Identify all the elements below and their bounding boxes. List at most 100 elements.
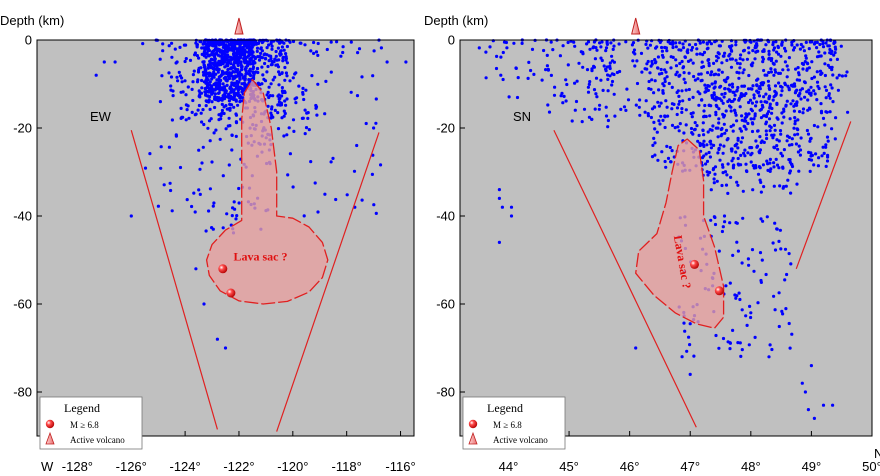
- earthquake-point: [685, 49, 689, 54]
- earthquake-point: [191, 80, 195, 84]
- earthquake-point: [735, 240, 739, 244]
- earthquake-point: [220, 57, 224, 61]
- earthquake-point: [217, 91, 221, 95]
- earthquake-point: [638, 98, 642, 102]
- earthquake-point: [661, 91, 665, 95]
- earthquake-point: [742, 93, 747, 98]
- earthquake-point: [178, 74, 182, 78]
- earthquake-point: [610, 79, 615, 84]
- earthquake-point: [779, 151, 783, 155]
- earthquake-point: [220, 69, 224, 73]
- earthquake-point: [761, 57, 766, 61]
- y-tick-label: 0: [25, 33, 32, 48]
- earthquake-point: [547, 110, 552, 114]
- earthquake-point: [768, 129, 772, 133]
- earthquake-point: [810, 76, 814, 81]
- earthquake-point: [705, 41, 709, 45]
- earthquake-point: [267, 95, 271, 100]
- earthquake-point: [191, 73, 195, 77]
- earthquake-point: [702, 109, 706, 113]
- earthquake-point: [828, 51, 832, 55]
- earthquake-point: [795, 88, 799, 92]
- earthquake-point: [288, 40, 292, 44]
- earthquake-point: [505, 46, 509, 50]
- earthquake-point: [690, 115, 694, 119]
- earthquake-point: [812, 89, 816, 93]
- earthquake-point: [670, 123, 675, 127]
- earthquake-point: [723, 87, 727, 91]
- earthquake-point: [232, 105, 236, 109]
- earthquake-point: [716, 135, 720, 139]
- earthquake-point: [741, 58, 745, 62]
- earthquake-point: [821, 45, 826, 49]
- earthquake-point: [721, 165, 725, 169]
- earthquake-point: [697, 72, 701, 76]
- earthquake-point: [208, 88, 212, 92]
- earthquake-point: [546, 103, 550, 107]
- earthquake-point: [768, 104, 772, 109]
- earthquake-point: [712, 181, 716, 185]
- earthquake-point: [663, 77, 667, 81]
- earthquake-point: [269, 111, 273, 115]
- earthquake-point: [236, 93, 240, 97]
- earthquake-point: [265, 46, 269, 50]
- earthquake-point: [687, 97, 691, 101]
- earthquake-point: [784, 103, 788, 107]
- earthquake-point: [325, 47, 329, 52]
- earthquake-point: [669, 160, 673, 164]
- earthquake-point: [606, 89, 610, 93]
- earthquake-point: [282, 109, 286, 113]
- earthquake-point: [796, 93, 801, 98]
- earthquake-point: [702, 133, 706, 137]
- earthquake-point: [278, 103, 282, 107]
- earthquake-point: [210, 100, 214, 104]
- earthquake-point: [372, 203, 376, 207]
- earthquake-point: [749, 117, 753, 121]
- earthquake-point: [738, 105, 742, 109]
- earthquake-point: [245, 43, 250, 47]
- earthquake-point: [735, 294, 739, 298]
- earthquake-point: [776, 52, 781, 56]
- earthquake-point: [815, 80, 820, 84]
- earthquake-point: [304, 126, 309, 130]
- earthquake-point: [771, 136, 775, 140]
- earthquake-point: [282, 41, 286, 45]
- earthquake-point: [174, 134, 178, 138]
- earthquake-point: [597, 107, 601, 111]
- earthquake-point: [713, 81, 717, 85]
- earthquake-point: [227, 92, 231, 96]
- earthquake-point: [540, 78, 544, 82]
- earthquake-point: [223, 57, 227, 62]
- earthquake-point: [759, 217, 763, 221]
- earthquake-point: [808, 169, 812, 173]
- earthquake-point: [680, 110, 684, 114]
- earthquake-point: [713, 85, 717, 89]
- earthquake-point: [840, 74, 845, 78]
- earthquake-point: [776, 45, 781, 50]
- earthquake-point: [736, 249, 741, 253]
- earthquake-point: [746, 257, 751, 261]
- earthquake-point: [168, 181, 172, 185]
- earthquake-point: [839, 44, 843, 48]
- earthquake-point: [693, 78, 698, 82]
- earthquake-point: [692, 354, 696, 358]
- earthquake-point: [197, 56, 201, 60]
- earthquake-point: [656, 55, 661, 59]
- earthquake-point: [575, 79, 579, 83]
- earthquake-point: [227, 163, 231, 167]
- earthquake-point: [674, 58, 678, 62]
- earthquake-point: [775, 163, 780, 167]
- earthquake-point: [770, 347, 774, 352]
- earthquake-point: [682, 71, 686, 75]
- earthquake-point: [232, 97, 236, 101]
- earthquake-point: [704, 86, 709, 90]
- earthquake-point: [323, 192, 327, 196]
- earthquake-point: [675, 106, 680, 110]
- earthquake-point: [207, 65, 211, 69]
- earthquake-point: [822, 151, 826, 155]
- earthquake-point: [255, 49, 259, 54]
- earthquake-point: [735, 180, 739, 184]
- earthquake-point: [710, 82, 714, 86]
- earthquake-point: [798, 47, 803, 51]
- earthquake-point: [798, 148, 803, 152]
